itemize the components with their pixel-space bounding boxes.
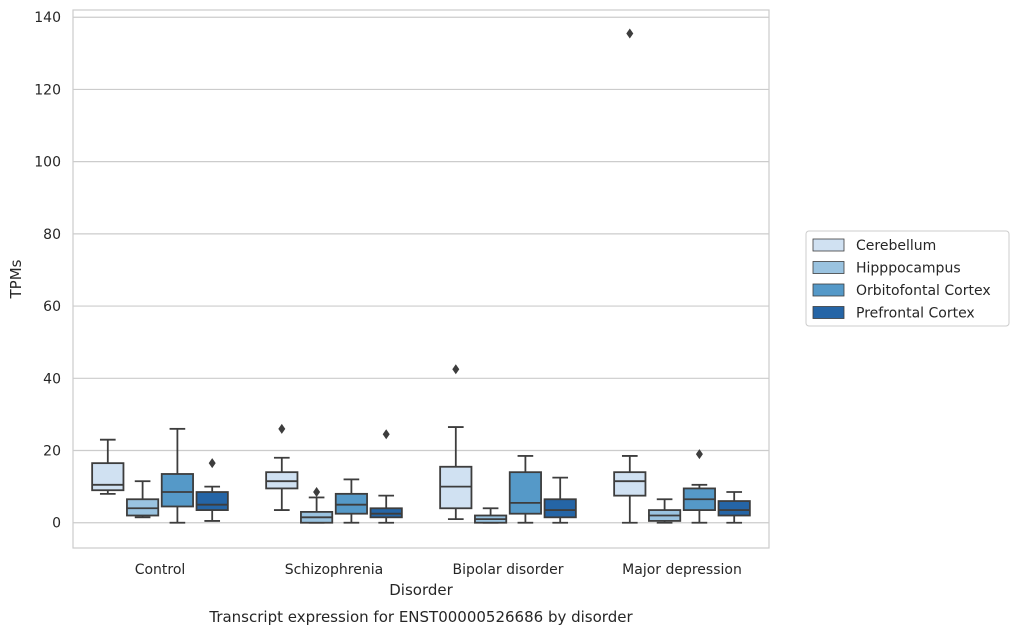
box-body — [508, 471, 542, 515]
x-tick-labels: Control Schizophrenia Bipolar disorder Majo… — [135, 562, 742, 578]
box-body — [717, 500, 751, 517]
outlier-point — [452, 364, 460, 375]
x-axis-title: Disorder — [389, 581, 453, 599]
box-body — [613, 471, 647, 497]
y-tick-label: 20 — [43, 444, 61, 460]
box-orbitofontal-cortex — [508, 455, 542, 524]
y-tick-label: 80 — [43, 227, 61, 243]
chart-caption: Transcript expression for ENST0000052668… — [208, 608, 633, 626]
y-tick-label: 120 — [34, 82, 61, 98]
box-prefrontal-cortex — [717, 491, 751, 524]
legend-swatch — [812, 261, 845, 274]
y-tick-label: 60 — [43, 299, 61, 315]
box-body — [91, 462, 125, 492]
box-hipppocampus — [474, 507, 508, 524]
outlier-point — [208, 458, 216, 469]
box-body — [160, 473, 194, 508]
box-body — [543, 498, 577, 519]
x-tick-label: Control — [135, 562, 186, 578]
legend-label: Hipppocampus — [856, 261, 961, 277]
box-hipppocampus — [648, 498, 682, 524]
legend: Cerebellum Hipppocampus Orbitofontal Corte… — [805, 230, 1010, 327]
legend-items: Cerebellum Hipppocampus Orbitofontal Corte… — [812, 238, 991, 322]
box-body — [126, 498, 160, 517]
box-cerebellum — [613, 28, 647, 524]
box-orbitofontal-cortex — [160, 427, 194, 524]
box-orbitofontal-cortex — [334, 478, 368, 524]
grid-lines — [73, 16, 769, 524]
legend-swatch — [812, 306, 845, 319]
x-tick-label: Major depression — [622, 562, 742, 578]
outlier-point — [695, 449, 703, 460]
y-tick-label: 140 — [34, 10, 61, 26]
box-body — [334, 492, 368, 515]
box-orbitofontal-cortex — [682, 449, 716, 524]
box-prefrontal-cortex — [543, 476, 577, 524]
box-cerebellum — [439, 364, 473, 521]
plot-frame — [72, 9, 770, 549]
box-prefrontal-cortex — [369, 429, 403, 524]
y-tick-labels: 0 20 40 60 80 100 120 140 — [34, 10, 61, 532]
outlier-point — [382, 429, 390, 440]
y-axis-title: TPMs — [7, 259, 25, 299]
box-hipppocampus — [300, 487, 334, 524]
box-body — [265, 471, 299, 490]
legend-label: Orbitofontal Cortex — [856, 283, 991, 299]
legend-swatch — [812, 283, 845, 297]
y-tick-label: 40 — [43, 371, 61, 387]
x-tick-label: Bipolar disorder — [452, 562, 563, 578]
legend-label: Prefrontal Cortex — [856, 306, 975, 322]
box-body — [439, 465, 473, 510]
y-tick-label: 0 — [52, 516, 61, 532]
box-groups — [91, 28, 751, 524]
legend-frame — [805, 230, 1010, 327]
legend-label: Cerebellum — [856, 238, 936, 254]
box-body — [195, 491, 229, 511]
box-body — [369, 507, 403, 519]
box-cerebellum — [91, 438, 125, 495]
x-tick-label: Schizophrenia — [285, 562, 383, 578]
y-tick-label: 100 — [34, 155, 61, 171]
box-cerebellum — [265, 423, 299, 511]
legend-swatch — [812, 238, 845, 252]
outlier-point — [278, 423, 286, 434]
box-hipppocampus — [126, 480, 160, 519]
box-prefrontal-cortex — [195, 458, 229, 522]
outlier-point — [626, 28, 634, 39]
outlier-point — [313, 487, 321, 498]
